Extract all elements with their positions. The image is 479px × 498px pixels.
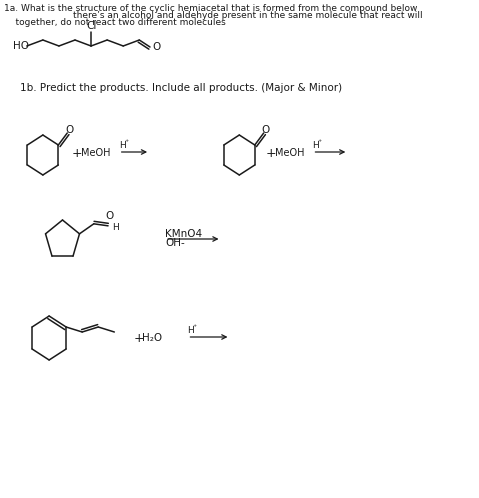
Text: MeOH: MeOH xyxy=(81,148,111,158)
Text: ⁺: ⁺ xyxy=(318,137,322,146)
Text: O: O xyxy=(65,125,73,135)
Text: 1a. What is the structure of the cyclic hemiacetal that is formed from the compo: 1a. What is the structure of the cyclic … xyxy=(4,3,418,12)
Text: MeOH: MeOH xyxy=(275,148,305,158)
Text: Cl: Cl xyxy=(86,21,96,31)
Text: KMnO4: KMnO4 xyxy=(165,229,202,239)
Text: O: O xyxy=(153,42,161,52)
Text: H₂O: H₂O xyxy=(142,333,162,343)
Text: together, do not react two different molecules: together, do not react two different mol… xyxy=(4,17,226,26)
Text: H: H xyxy=(119,140,125,149)
Text: 1b. Predict the products. Include all products. (Major & Minor): 1b. Predict the products. Include all pr… xyxy=(20,83,342,93)
Text: O: O xyxy=(106,211,114,221)
Text: H: H xyxy=(187,326,194,335)
Text: ⁺: ⁺ xyxy=(124,137,128,146)
Text: +: + xyxy=(266,146,277,159)
Text: HO: HO xyxy=(12,41,29,51)
Text: ⁺: ⁺ xyxy=(193,323,197,332)
Text: H: H xyxy=(112,223,118,233)
Text: O: O xyxy=(262,125,270,135)
Text: +: + xyxy=(71,146,82,159)
Text: H: H xyxy=(312,140,319,149)
Text: there’s an alcohol and aldehyde present in the same molecule that react will: there’s an alcohol and aldehyde present … xyxy=(4,10,423,19)
Text: OH-: OH- xyxy=(165,238,185,248)
Text: +: + xyxy=(134,332,145,345)
